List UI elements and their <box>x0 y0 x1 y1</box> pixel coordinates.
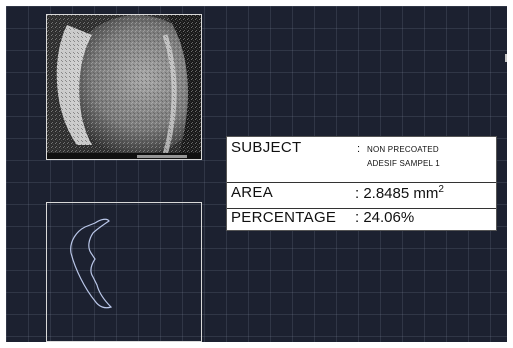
area-row: AREA : 2.8485 mm2 <box>227 182 496 209</box>
percentage-label: PERCENTAGE <box>231 209 337 226</box>
subject-value-line-1: NON PRECOATED <box>367 145 439 154</box>
area-trace-frame <box>46 202 202 342</box>
micrograph-image-frame <box>46 14 202 160</box>
canvas-edge-marker <box>505 54 507 62</box>
subject-colon: : <box>357 143 361 155</box>
subject-value-line-2: ADESIF SAMPEL 1 <box>367 159 440 168</box>
percentage-row: PERCENTAGE : 24.06% <box>227 208 496 230</box>
sem-micrograph-image <box>47 15 201 159</box>
traced-outline-shape <box>70 218 113 309</box>
percentage-value: : 24.06% <box>355 209 415 226</box>
area-value-text: : 2.8485 mm <box>355 185 439 202</box>
subject-row: SUBJECT : NON PRECOATED ADESIF SAMPEL 1 <box>227 137 496 183</box>
subject-label: SUBJECT <box>231 139 302 156</box>
area-label: AREA <box>231 184 274 201</box>
cad-drawing-canvas[interactable]: SUBJECT : NON PRECOATED ADESIF SAMPEL 1 … <box>6 6 507 342</box>
measurement-info-table: SUBJECT : NON PRECOATED ADESIF SAMPEL 1 … <box>226 136 497 231</box>
area-unit-superscript: 2 <box>438 184 444 195</box>
area-value: : 2.8485 mm2 <box>355 184 444 202</box>
